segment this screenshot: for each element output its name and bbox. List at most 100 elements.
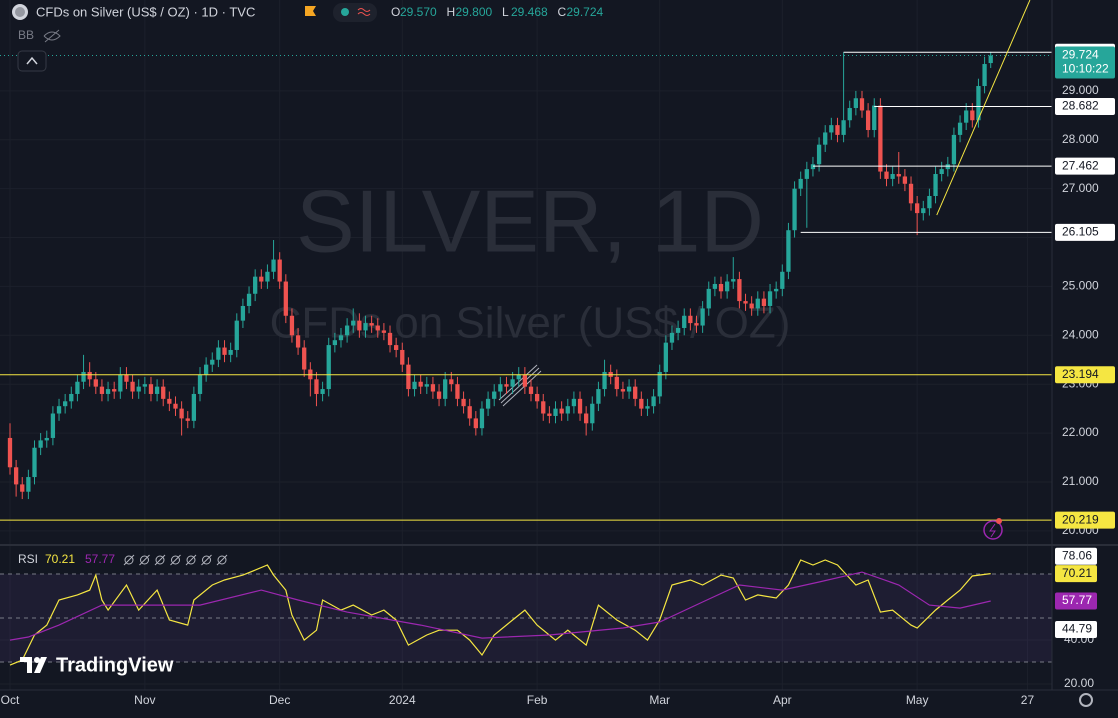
price-level-label-bg <box>1055 157 1115 175</box>
candle-body <box>547 413 552 416</box>
candle-body <box>804 169 809 179</box>
candle-body <box>534 393 540 402</box>
candle-body <box>982 64 987 87</box>
candle-body <box>430 384 436 392</box>
candle-body <box>222 347 227 355</box>
alert-icon[interactable] <box>983 520 1003 540</box>
candle-body <box>185 418 190 421</box>
visibility-icon <box>43 29 61 43</box>
candle-body <box>479 408 485 429</box>
candle-body <box>522 374 528 387</box>
candle-body <box>332 340 337 346</box>
rsi-line <box>9 559 991 666</box>
candle-body <box>136 386 141 392</box>
x-tick-label: Apr <box>773 693 792 707</box>
candle-body <box>577 398 583 414</box>
ohlc-value: 29.800 <box>456 5 493 19</box>
candle-body <box>234 320 239 350</box>
candles-layer <box>7 51 993 500</box>
logo-dot <box>34 657 40 663</box>
candle-body <box>921 208 926 214</box>
countdown-label: 10:10:22 <box>1062 62 1109 76</box>
candle-body <box>253 276 258 294</box>
ohlc-key: L <box>502 5 509 19</box>
y-tick-label: 22.000 <box>1062 425 1099 439</box>
candle-body <box>485 398 491 409</box>
logo-text: TradingView <box>56 654 174 676</box>
price-level-label-bg <box>1055 223 1115 241</box>
candle-body <box>197 374 203 394</box>
rsi-marker-label: 78.06 <box>1062 548 1092 562</box>
empty-input-icon <box>140 555 149 565</box>
rsi-last-label-bg <box>1055 565 1097 583</box>
candle-body <box>99 386 105 394</box>
candle-body <box>246 293 252 306</box>
candle-body <box>240 305 246 321</box>
candle-body <box>50 413 56 438</box>
y-tick-label: 25.000 <box>1062 279 1099 293</box>
candle-body <box>455 384 460 399</box>
candle-body <box>118 374 123 392</box>
candle-body <box>829 125 834 133</box>
candle-body <box>651 396 656 407</box>
candle-body <box>584 413 589 424</box>
candle-body <box>418 381 423 387</box>
candle-body <box>896 174 901 177</box>
candle-body <box>823 132 828 145</box>
candle-body <box>798 178 803 189</box>
rsi-line <box>9 571 991 641</box>
empty-input-icon <box>185 554 197 566</box>
x-tick-label: Dec <box>269 693 290 707</box>
empty-input-icon <box>217 555 227 565</box>
x-tick-label: May <box>906 693 929 707</box>
candle-body <box>406 364 411 390</box>
candle-body <box>13 467 19 485</box>
candle-body <box>749 303 754 309</box>
candle-body <box>498 384 503 392</box>
candle-body <box>203 364 209 375</box>
candle-body <box>737 279 742 302</box>
candle-body <box>93 379 98 387</box>
candle-body <box>816 144 822 165</box>
candle-body <box>571 398 577 407</box>
ohlc-value: 29.724 <box>567 5 604 19</box>
candle-body <box>173 403 178 409</box>
alert-bolt <box>989 523 996 538</box>
candle-body <box>44 437 49 441</box>
candle-body <box>528 386 534 394</box>
candle-body <box>675 327 681 333</box>
collapse-button[interactable] <box>17 50 47 72</box>
candle-body <box>933 174 938 197</box>
candle-body <box>20 484 25 492</box>
candle-body <box>363 323 368 331</box>
candle-body <box>743 301 748 304</box>
settings-icon[interactable] <box>1079 693 1093 707</box>
logo: TradingView <box>20 654 174 676</box>
candle-body <box>191 393 197 421</box>
y-tick-label: 21.000 <box>1062 474 1099 488</box>
chart-title: CFDs on Silver (US$ / OZ) · 1D · TVC <box>36 4 255 19</box>
candle-body <box>786 230 791 272</box>
candle-body <box>351 320 356 326</box>
candle-body <box>964 110 969 123</box>
candle-body <box>357 320 362 331</box>
candle-body <box>375 325 380 331</box>
candle-body <box>614 376 619 390</box>
candle-body <box>657 371 662 397</box>
ohlc-key: C <box>558 5 567 19</box>
y-tick-label: 29.000 <box>1062 83 1099 97</box>
candle-body <box>75 381 80 394</box>
candle-body <box>663 342 668 372</box>
last-price-bg <box>1055 46 1115 79</box>
candle-body <box>908 183 914 204</box>
empty-input-icon <box>154 554 166 566</box>
candle-body <box>633 386 638 399</box>
watermark-layer: SILVER, 1D CFDs on Silver (US$ / OZ) <box>270 171 791 347</box>
candle-body <box>63 401 68 407</box>
candle-body <box>161 386 166 399</box>
candle-body <box>148 384 154 394</box>
rsi-marker-label-bg <box>1055 621 1097 639</box>
candle-body <box>927 196 932 209</box>
